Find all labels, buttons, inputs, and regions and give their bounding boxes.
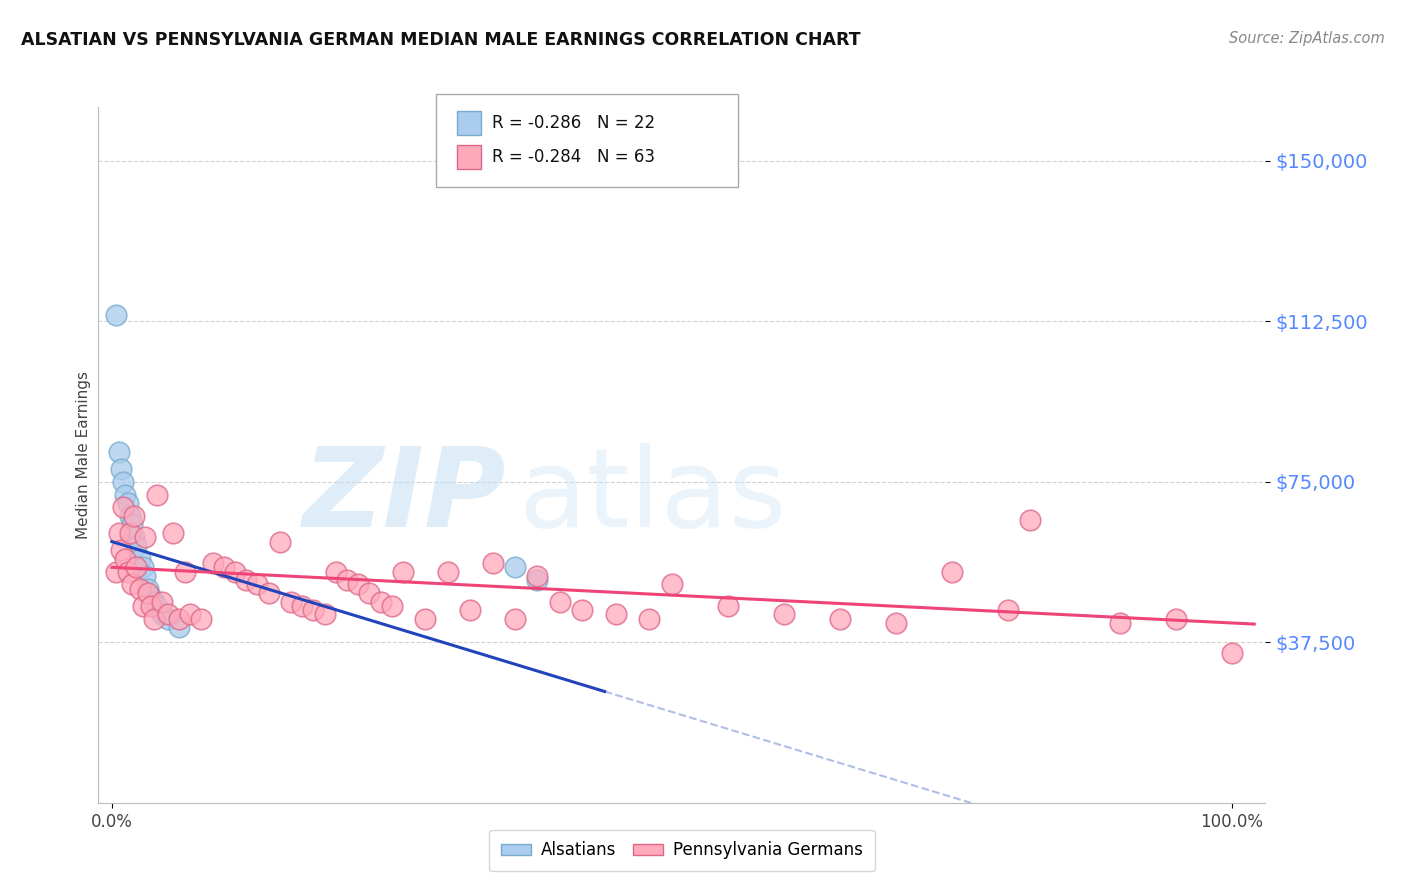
Point [828,612,851,626]
Point [548,594,571,608]
Text: ALSATIAN VS PENNSYLVANIA GERMAN MEDIAN MALE EARNINGS CORRELATION CHART: ALSATIAN VS PENNSYLVANIA GERMAN MEDIAN M… [21,31,860,49]
Point [638,612,661,626]
Point [1164,612,1187,626]
Point [145,599,167,613]
Point [1108,615,1130,630]
Point [125,539,148,553]
Point [118,508,141,523]
Point [179,607,201,622]
Point [359,586,381,600]
Point [201,556,224,570]
Point [105,565,128,579]
Point [112,475,135,489]
Point [107,526,129,541]
Point [136,586,159,600]
Point [134,530,156,544]
Point [314,607,336,622]
Point [571,603,593,617]
Point [143,612,166,626]
Point [122,508,145,523]
Point [605,607,627,622]
Point [246,577,269,591]
Text: R = -0.286   N = 22: R = -0.286 N = 22 [492,114,655,132]
Point [997,603,1019,617]
Point [257,586,280,600]
Point [117,496,139,510]
Point [302,603,325,617]
Point [325,565,347,579]
Point [134,569,156,583]
Point [112,500,135,515]
Point [370,594,392,608]
Point [458,603,481,617]
Point [526,569,548,583]
Point [1019,513,1042,527]
Text: atlas: atlas [519,443,787,550]
Point [1220,646,1243,660]
Point [132,599,155,613]
Point [107,444,129,458]
Point [122,530,145,544]
Point [235,573,257,587]
Point [269,534,291,549]
Point [212,560,235,574]
Text: ZIP: ZIP [304,443,506,550]
Point [336,573,359,587]
Point [132,560,155,574]
Point [941,565,963,579]
Y-axis label: Median Male Earnings: Median Male Earnings [76,371,91,539]
Point [117,565,139,579]
Point [291,599,314,613]
Point [280,594,302,608]
Point [167,620,190,634]
Point [717,599,740,613]
Point [526,573,548,587]
Text: Source: ZipAtlas.com: Source: ZipAtlas.com [1229,31,1385,46]
Point [114,551,136,566]
Point [437,565,460,579]
Point [381,599,404,613]
Point [162,526,184,541]
Point [105,308,128,322]
Point [884,615,907,630]
Point [503,612,526,626]
Point [156,612,179,626]
Point [415,612,437,626]
Point [150,594,173,608]
Point [481,556,503,570]
Point [125,560,148,574]
Point [143,594,166,608]
Point [136,582,159,596]
Point [173,565,195,579]
Point [118,526,141,541]
Point [150,607,173,622]
Legend: Alsatians, Pennsylvania Germans: Alsatians, Pennsylvania Germans [489,830,875,871]
Point [114,487,136,501]
Point [145,487,167,501]
Point [347,577,370,591]
Point [110,543,132,558]
Point [167,612,190,626]
Point [392,565,415,579]
Point [139,599,162,613]
Point [156,607,179,622]
Point [110,462,132,476]
Point [224,565,246,579]
Point [503,560,526,574]
Point [772,607,794,622]
Point [121,517,143,532]
Point [128,551,150,566]
Point [139,591,162,605]
Point [128,582,150,596]
Point [190,612,212,626]
Point [121,577,143,591]
Point [661,577,683,591]
Text: R = -0.284   N = 63: R = -0.284 N = 63 [492,148,655,166]
